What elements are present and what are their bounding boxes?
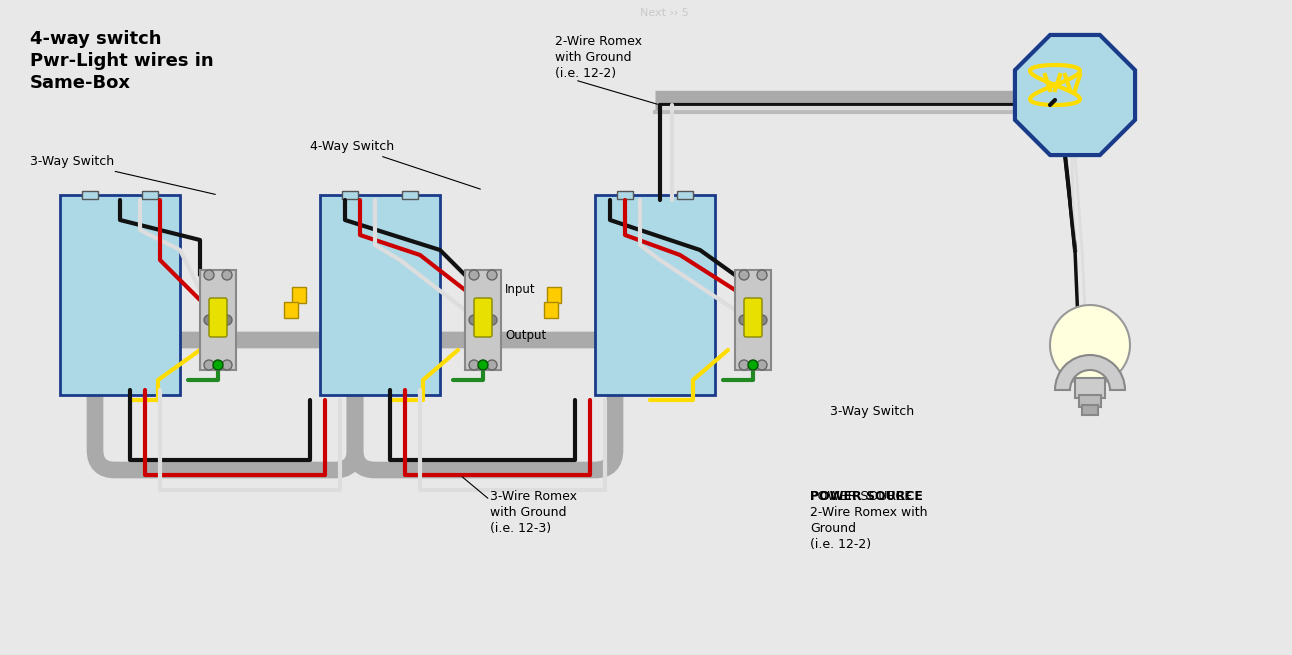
Circle shape bbox=[487, 360, 497, 370]
Circle shape bbox=[748, 360, 758, 370]
Bar bbox=[618, 191, 633, 199]
Text: Next ›› 5: Next ›› 5 bbox=[640, 8, 689, 18]
Bar bbox=[284, 302, 298, 318]
Text: 4-Way Switch: 4-Way Switch bbox=[310, 140, 481, 189]
Text: POWER SOURCE: POWER SOURCE bbox=[810, 490, 922, 503]
Circle shape bbox=[204, 270, 214, 280]
Bar bbox=[1081, 405, 1098, 415]
Bar bbox=[547, 287, 561, 303]
Wedge shape bbox=[1056, 355, 1125, 390]
Circle shape bbox=[469, 360, 479, 370]
Text: POWER SOURCE
2-Wire Romex with
Ground
(i.e. 12-2): POWER SOURCE 2-Wire Romex with Ground (i… bbox=[810, 490, 928, 551]
Bar bbox=[1075, 378, 1105, 398]
Circle shape bbox=[222, 270, 233, 280]
Bar bbox=[1079, 395, 1101, 407]
Circle shape bbox=[739, 360, 749, 370]
Bar bbox=[342, 191, 358, 199]
Circle shape bbox=[478, 360, 488, 370]
Text: 3-Way Switch: 3-Way Switch bbox=[30, 155, 216, 195]
Circle shape bbox=[487, 270, 497, 280]
Bar bbox=[735, 270, 771, 370]
Bar bbox=[81, 191, 98, 199]
Circle shape bbox=[469, 315, 479, 325]
Circle shape bbox=[739, 315, 749, 325]
Circle shape bbox=[213, 360, 224, 370]
Circle shape bbox=[757, 360, 767, 370]
Bar bbox=[200, 270, 236, 370]
Text: Output: Output bbox=[505, 329, 547, 341]
Bar bbox=[677, 191, 693, 199]
Circle shape bbox=[469, 270, 479, 280]
Circle shape bbox=[757, 270, 767, 280]
FancyBboxPatch shape bbox=[209, 298, 227, 337]
Bar bbox=[142, 191, 158, 199]
Bar bbox=[596, 195, 714, 395]
Polygon shape bbox=[1016, 35, 1136, 155]
Circle shape bbox=[222, 360, 233, 370]
Circle shape bbox=[222, 315, 233, 325]
Bar bbox=[544, 302, 558, 318]
Circle shape bbox=[1050, 305, 1130, 385]
Circle shape bbox=[757, 315, 767, 325]
Text: Input: Input bbox=[505, 284, 536, 297]
Bar bbox=[292, 287, 306, 303]
FancyBboxPatch shape bbox=[474, 298, 492, 337]
Bar bbox=[402, 191, 419, 199]
Text: 3-Way Switch: 3-Way Switch bbox=[829, 405, 915, 418]
Circle shape bbox=[487, 315, 497, 325]
FancyBboxPatch shape bbox=[744, 298, 762, 337]
Bar bbox=[59, 195, 180, 395]
Circle shape bbox=[204, 315, 214, 325]
Text: 4-way switch
Pwr-Light wires in
Same-Box: 4-way switch Pwr-Light wires in Same-Box bbox=[30, 30, 213, 92]
Bar bbox=[465, 270, 501, 370]
Circle shape bbox=[739, 270, 749, 280]
Bar bbox=[320, 195, 441, 395]
Text: 3-Wire Romex
with Ground
(i.e. 12-3): 3-Wire Romex with Ground (i.e. 12-3) bbox=[490, 490, 578, 535]
Text: 2-Wire Romex
with Ground
(i.e. 12-2): 2-Wire Romex with Ground (i.e. 12-2) bbox=[556, 35, 642, 80]
Circle shape bbox=[204, 360, 214, 370]
